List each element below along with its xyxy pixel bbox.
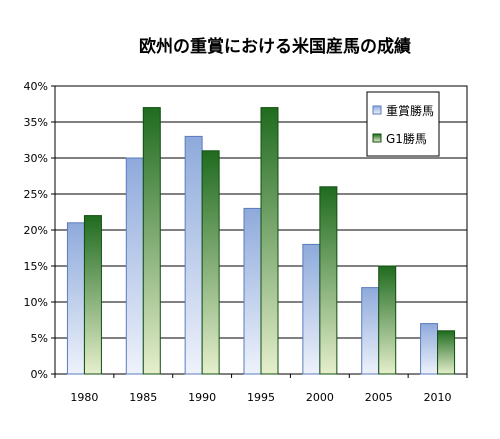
y-tick-label: 25% <box>24 188 48 201</box>
y-tick-label: 15% <box>24 260 48 273</box>
bar-g1-2010 <box>437 330 456 375</box>
bars-layer <box>66 107 456 375</box>
y-tick-label: 30% <box>24 152 48 165</box>
bar-jushou-2005 <box>361 287 380 375</box>
x-tick-label: 2000 <box>306 391 334 404</box>
x-tick-label: 1990 <box>188 391 216 404</box>
y-tick-label: 20% <box>24 224 48 237</box>
legend-swatch-jushou <box>372 105 382 115</box>
bar-jushou-1990 <box>184 135 203 375</box>
legend-swatch-g1 <box>372 133 382 143</box>
bar-g1-2005 <box>378 265 397 375</box>
x-tick-label: 1980 <box>70 391 98 404</box>
y-tick-label: 0% <box>31 368 48 381</box>
x-tick-label: 2010 <box>424 391 452 404</box>
bar-g1-1980 <box>83 215 102 375</box>
y-tick-label: 10% <box>24 296 48 309</box>
x-tick-label: 1985 <box>129 391 157 404</box>
y-tick-label: 35% <box>24 116 48 129</box>
legend-label-jushou: 重賞勝馬 <box>386 103 434 118</box>
bar-g1-2000 <box>319 186 338 375</box>
bar-jushou-1995 <box>243 207 262 375</box>
bar-jushou-1985 <box>125 157 144 375</box>
bar-g1-1985 <box>142 107 161 375</box>
chart-title: 欧州の重賞における米国産馬の成績 <box>139 36 411 57</box>
legend-label-g1: G1勝馬 <box>386 131 427 146</box>
y-tick-label: 5% <box>31 332 48 345</box>
bar-jushou-1980 <box>66 222 85 375</box>
axis-layer: 0% 5% 10% 15% 20% 25% 30% 35% 40% 1980 1985 1990 199… <box>24 80 468 404</box>
bar-jushou-2010 <box>420 323 439 375</box>
bar-g1-1990 <box>201 150 220 375</box>
bar-jushou-2000 <box>302 243 321 375</box>
y-tick-label: 40% <box>24 80 48 93</box>
legend-box <box>366 91 440 157</box>
x-tick-label: 1995 <box>247 391 275 404</box>
legend: 重賞勝馬 G1勝馬 <box>366 91 440 157</box>
bar-g1-1995 <box>260 107 279 375</box>
x-tick-label: 2005 <box>365 391 393 404</box>
